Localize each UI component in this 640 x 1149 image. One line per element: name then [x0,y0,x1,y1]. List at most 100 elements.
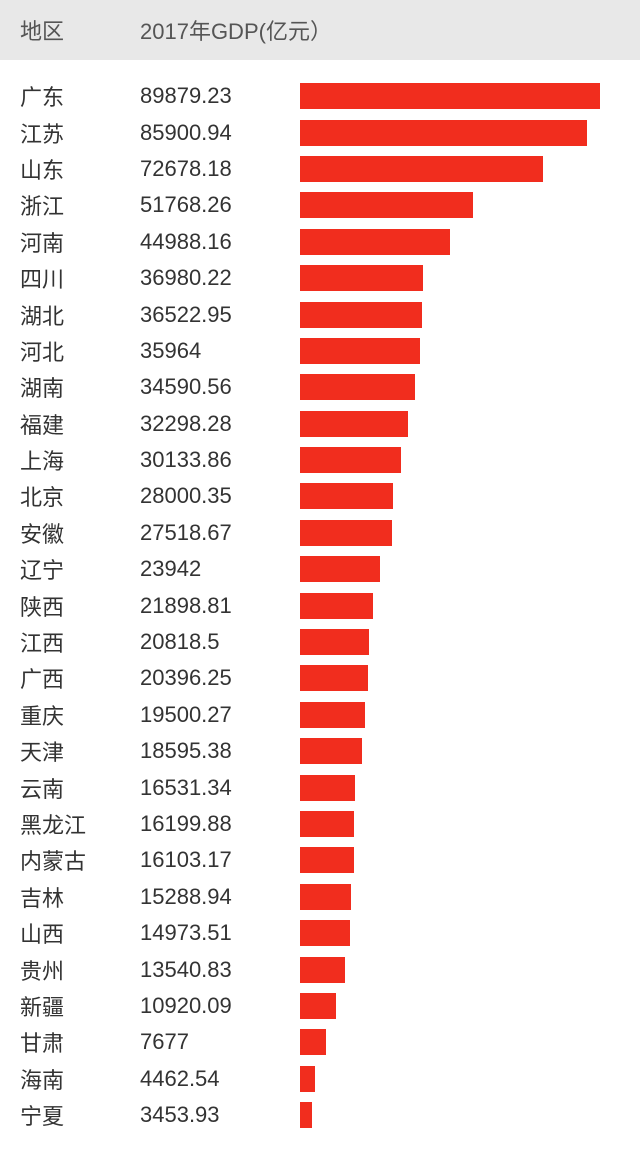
value-cell: 18595.38 [140,738,300,764]
bar [300,920,350,946]
bar-wrap [300,478,640,514]
header-gdp-label: 2017年GDP(亿元） [140,14,640,46]
region-cell: 上海 [20,444,140,476]
value-cell: 32298.28 [140,411,300,437]
value-cell: 10920.09 [140,993,300,1019]
bar [300,302,422,328]
bar [300,1029,326,1055]
header-region-label: 地区 [20,14,140,46]
region-cell: 山东 [20,153,140,185]
region-cell: 湖南 [20,371,140,403]
table-row: 重庆19500.27 [0,697,640,733]
table-row: 福建32298.28 [0,406,640,442]
bar-wrap [300,260,640,296]
bar-wrap [300,879,640,915]
table-row: 北京28000.35 [0,478,640,514]
region-cell: 浙江 [20,189,140,221]
value-cell: 14973.51 [140,920,300,946]
value-cell: 13540.83 [140,957,300,983]
bar [300,83,600,109]
bar-wrap [300,587,640,623]
value-cell: 35964 [140,338,300,364]
bar [300,811,354,837]
value-cell: 89879.23 [140,83,300,109]
table-row: 湖南34590.56 [0,369,640,405]
table-row: 湖北36522.95 [0,296,640,332]
bar-wrap [300,842,640,878]
table-row: 辽宁23942 [0,551,640,587]
bar-wrap [300,624,640,660]
region-cell: 重庆 [20,699,140,731]
region-cell: 天津 [20,735,140,767]
region-cell: 吉林 [20,881,140,913]
value-cell: 27518.67 [140,520,300,546]
value-cell: 16199.88 [140,811,300,837]
bar [300,847,354,873]
table-row: 广东89879.23 [0,78,640,114]
value-cell: 30133.86 [140,447,300,473]
table-row: 广西20396.25 [0,660,640,696]
bar [300,229,450,255]
bar-wrap [300,806,640,842]
bar-wrap [300,369,640,405]
bar-wrap [300,442,640,478]
table-row: 河南44988.16 [0,224,640,260]
bar [300,483,393,509]
table-row: 吉林15288.94 [0,879,640,915]
value-cell: 51768.26 [140,192,300,218]
bar-wrap [300,1097,640,1133]
table-row: 内蒙古16103.17 [0,842,640,878]
region-cell: 贵州 [20,954,140,986]
bar [300,775,355,801]
region-cell: 海南 [20,1063,140,1095]
bar-wrap [300,733,640,769]
table-row: 浙江51768.26 [0,187,640,223]
bar-wrap [300,951,640,987]
bar-wrap [300,697,640,733]
bar-wrap [300,78,640,114]
bar-wrap [300,1024,640,1060]
bar-wrap [300,1061,640,1097]
bar-wrap [300,406,640,442]
region-cell: 广西 [20,662,140,694]
table-row: 四川36980.22 [0,260,640,296]
table-row: 陕西21898.81 [0,587,640,623]
bar [300,374,415,400]
value-cell: 36980.22 [140,265,300,291]
value-cell: 85900.94 [140,120,300,146]
value-cell: 34590.56 [140,374,300,400]
bar [300,192,473,218]
table-row: 山西14973.51 [0,915,640,951]
bar [300,1102,312,1128]
value-cell: 23942 [140,556,300,582]
table-row: 甘肃7677 [0,1024,640,1060]
bar-wrap [300,769,640,805]
table-row: 新疆10920.09 [0,988,640,1024]
region-cell: 湖北 [20,299,140,331]
region-cell: 辽宁 [20,553,140,585]
bar [300,265,423,291]
table-header: 地区 2017年GDP(亿元） [0,0,640,60]
bar [300,738,362,764]
bar-wrap [300,114,640,150]
chart-rows: 广东89879.23江苏85900.94山东72678.18浙江51768.26… [0,60,640,1133]
value-cell: 3453.93 [140,1102,300,1128]
value-cell: 4462.54 [140,1066,300,1092]
bar [300,593,373,619]
region-cell: 四川 [20,262,140,294]
value-cell: 19500.27 [140,702,300,728]
bar [300,411,408,437]
bar-wrap [300,551,640,587]
value-cell: 21898.81 [140,593,300,619]
value-cell: 72678.18 [140,156,300,182]
region-cell: 云南 [20,772,140,804]
value-cell: 28000.35 [140,483,300,509]
value-cell: 44988.16 [140,229,300,255]
table-row: 山东72678.18 [0,151,640,187]
bar [300,120,587,146]
bar-wrap [300,988,640,1024]
value-cell: 7677 [140,1029,300,1055]
bar-wrap [300,151,640,187]
bar-wrap [300,296,640,332]
region-cell: 广东 [20,80,140,112]
